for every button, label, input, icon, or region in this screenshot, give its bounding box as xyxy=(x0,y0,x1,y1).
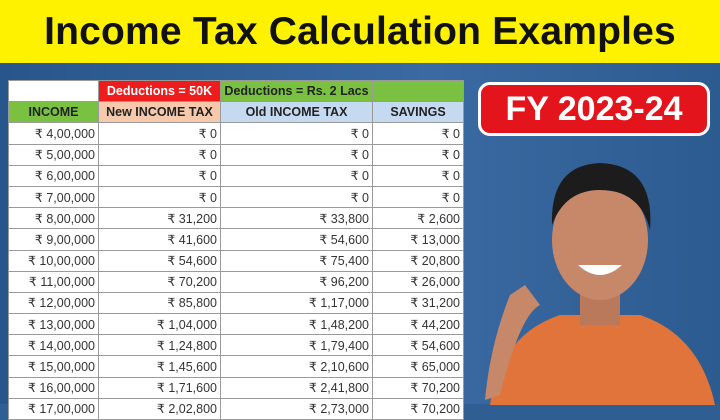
table-cell: ₹ 54,600 xyxy=(98,249,221,272)
table-cell: ₹ 16,00,000 xyxy=(8,376,99,399)
header-savings: SAVINGS xyxy=(372,101,464,124)
title-banner: Income Tax Calculation Examples xyxy=(0,0,720,63)
table-row: ₹ 4,00,000 ₹ 0 ₹ 0 ₹ 0 xyxy=(8,122,464,145)
table-cell: ₹ 0 xyxy=(98,164,221,187)
table-cell: ₹ 0 xyxy=(98,122,221,145)
table-row: ₹ 9,00,000 ₹ 41,600 ₹ 54,600 ₹ 13,000 xyxy=(8,228,464,251)
table-cell: ₹ 2,600 xyxy=(372,207,464,230)
table-cell: ₹ 96,200 xyxy=(220,270,373,293)
table-cell: ₹ 13,000 xyxy=(372,228,464,251)
table-cell: ₹ 1,24,800 xyxy=(98,334,221,357)
table-cell: ₹ 7,00,000 xyxy=(8,185,99,209)
group-header-savings xyxy=(372,79,464,103)
table-row: ₹ 11,00,000 ₹ 70,200 ₹ 96,200 ₹ 26,000 xyxy=(8,270,464,293)
table-cell: ₹ 31,200 xyxy=(372,291,464,315)
group-header-row: Deductions = 50K Deductions = Rs. 2 Lacs xyxy=(8,79,464,103)
table-cell: ₹ 0 xyxy=(220,185,373,209)
table-cell: ₹ 14,00,000 xyxy=(8,334,99,357)
table-cell: ₹ 2,02,800 xyxy=(98,397,221,420)
table-cell: ₹ 15,00,000 xyxy=(8,355,99,378)
table-cell: ₹ 26,000 xyxy=(372,270,464,293)
table-cell: ₹ 41,600 xyxy=(98,228,221,251)
table-row: ₹ 13,00,000 ₹ 1,04,000 ₹ 1,48,200 ₹ 44,200 xyxy=(8,313,464,336)
table-row: ₹ 5,00,000 ₹ 0 ₹ 0 ₹ 0 xyxy=(8,143,464,166)
page-title: Income Tax Calculation Examples xyxy=(44,9,676,53)
header-new-tax: New INCOME TAX xyxy=(98,101,221,124)
table-row: ₹ 8,00,000 ₹ 31,200 ₹ 33,800 ₹ 2,600 xyxy=(8,207,464,230)
table-cell: ₹ 2,73,000 xyxy=(220,397,373,420)
table-cell: ₹ 0 xyxy=(98,143,221,166)
fy-badge: FY 2023-24 xyxy=(478,82,710,136)
table-cell: ₹ 2,41,800 xyxy=(220,376,373,399)
table-cell: ₹ 13,00,000 xyxy=(8,313,99,336)
presenter-image xyxy=(485,163,715,405)
table-cell: ₹ 9,00,000 xyxy=(8,228,99,251)
header-old-tax: Old INCOME TAX xyxy=(220,101,373,124)
table-cell: ₹ 1,04,000 xyxy=(98,313,221,336)
table-cell: ₹ 4,00,000 xyxy=(8,122,99,145)
table-row: ₹ 14,00,000 ₹ 1,24,800 ₹ 1,79,400 ₹ 54,600 xyxy=(8,334,464,357)
table-cell: ₹ 6,00,000 xyxy=(8,164,99,187)
tax-table: Deductions = 50K Deductions = Rs. 2 Lacs… xyxy=(8,79,464,420)
table-cell: ₹ 44,200 xyxy=(372,313,464,336)
table-row: ₹ 10,00,000 ₹ 54,600 ₹ 75,400 ₹ 20,800 xyxy=(8,249,464,272)
smile xyxy=(578,265,622,275)
table-cell: ₹ 31,200 xyxy=(98,207,221,230)
table-cell: ₹ 0 xyxy=(220,122,373,145)
table-cell: ₹ 70,200 xyxy=(372,397,464,420)
table-cell: ₹ 20,800 xyxy=(372,249,464,272)
table-cell: ₹ 1,79,400 xyxy=(220,334,373,357)
pointing-hand xyxy=(485,285,540,400)
table-cell: ₹ 0 xyxy=(372,122,464,145)
table-row: ₹ 16,00,000 ₹ 1,71,600 ₹ 2,41,800 ₹ 70,200 xyxy=(8,376,464,399)
table-cell: ₹ 65,000 xyxy=(372,355,464,378)
table-cell: ₹ 1,71,600 xyxy=(98,376,221,399)
table-cell: ₹ 54,600 xyxy=(372,334,464,357)
header-income: INCOME xyxy=(8,101,99,124)
table-cell: ₹ 1,45,600 xyxy=(98,355,221,378)
group-header-old: Deductions = Rs. 2 Lacs xyxy=(220,79,373,103)
table-cell: ₹ 85,800 xyxy=(98,291,221,315)
table-cell: ₹ 10,00,000 xyxy=(8,249,99,272)
table-cell: ₹ 70,200 xyxy=(372,376,464,399)
table-row: ₹ 15,00,000 ₹ 1,45,600 ₹ 2,10,600 ₹ 65,000 xyxy=(8,355,464,378)
table-row: ₹ 17,00,000 ₹ 2,02,800 ₹ 2,73,000 ₹ 70,200 xyxy=(8,397,464,420)
group-header-empty xyxy=(8,79,99,103)
table-cell: ₹ 0 xyxy=(372,185,464,209)
table-cell: ₹ 12,00,000 xyxy=(8,291,99,315)
table-row: ₹ 6,00,000 ₹ 0 ₹ 0 ₹ 0 xyxy=(8,164,464,187)
table-cell: ₹ 0 xyxy=(220,164,373,187)
table-cell: ₹ 0 xyxy=(98,185,221,209)
header-row: INCOME New INCOME TAX Old INCOME TAX SAV… xyxy=(8,101,464,124)
face xyxy=(552,180,648,300)
table-cell: ₹ 1,48,200 xyxy=(220,313,373,336)
table-cell: ₹ 0 xyxy=(372,164,464,187)
table-cell: ₹ 8,00,000 xyxy=(8,207,99,230)
table-cell: ₹ 75,400 xyxy=(220,249,373,272)
table-cell: ₹ 70,200 xyxy=(98,270,221,293)
table-cell: ₹ 0 xyxy=(372,143,464,166)
table-cell: ₹ 17,00,000 xyxy=(8,397,99,420)
table-cell: ₹ 1,17,000 xyxy=(220,291,373,315)
table-cell: ₹ 11,00,000 xyxy=(8,270,99,293)
shirt xyxy=(490,315,715,405)
hair xyxy=(551,163,651,230)
table-row: ₹ 7,00,000 ₹ 0 ₹ 0 ₹ 0 xyxy=(8,185,464,209)
table-cell: ₹ 5,00,000 xyxy=(8,143,99,166)
group-header-new: Deductions = 50K xyxy=(98,79,221,103)
table-cell: ₹ 2,10,600 xyxy=(220,355,373,378)
table-cell: ₹ 54,600 xyxy=(220,228,373,251)
table-cell: ₹ 33,800 xyxy=(220,207,373,230)
table-row: ₹ 12,00,000 ₹ 85,800 ₹ 1,17,000 ₹ 31,200 xyxy=(8,291,464,315)
table-cell: ₹ 0 xyxy=(220,143,373,166)
